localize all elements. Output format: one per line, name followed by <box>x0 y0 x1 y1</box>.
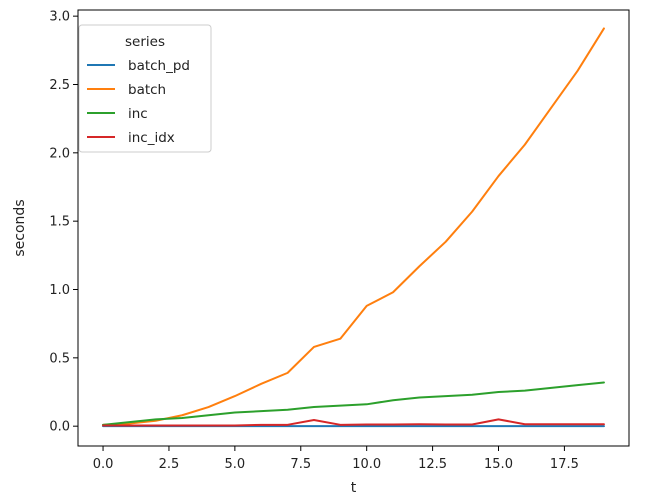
legend-entry-label: inc_idx <box>128 130 175 146</box>
x-tick-label: 15.0 <box>484 457 513 472</box>
x-tick-label: 10.0 <box>352 457 381 472</box>
x-axis: 0.0 2.5 5.0 7.5 10.0 12.5 15.0 17.5 <box>93 446 579 472</box>
x-tick-label: 0.0 <box>93 457 114 472</box>
series-lines <box>102 27 605 428</box>
legend-entry-label: batch <box>128 82 166 98</box>
x-tick-label: 7.5 <box>290 457 311 472</box>
x-tick-label: 2.5 <box>159 457 180 472</box>
x-axis-label: t <box>351 480 357 496</box>
legend-title: series <box>125 34 165 50</box>
series-line-batch <box>102 27 605 426</box>
y-tick-label: 2.5 <box>49 78 70 93</box>
y-tick-label: 1.0 <box>49 283 70 298</box>
x-tick-label: 12.5 <box>418 457 447 472</box>
y-axis-label: seconds <box>12 199 28 256</box>
series-line-inc <box>102 381 605 426</box>
series-line-inc-idx <box>102 418 605 427</box>
y-tick-label: 1.5 <box>49 215 70 230</box>
y-axis: 0.0 0.5 1.0 1.5 2.0 2.5 3.0 <box>49 10 78 435</box>
y-tick-label: 3.0 <box>49 10 70 25</box>
legend-entry-label: batch_pd <box>128 58 190 74</box>
x-tick-label: 5.0 <box>225 457 246 472</box>
x-tick-label: 17.5 <box>550 457 579 472</box>
y-tick-label: 2.0 <box>49 146 70 161</box>
legend-box <box>78 24 212 153</box>
y-tick-label: 0.5 <box>49 351 70 366</box>
legend-entry-label: inc <box>128 106 148 122</box>
axes-frame <box>77 9 630 447</box>
y-tick-label: 0.0 <box>49 420 70 435</box>
